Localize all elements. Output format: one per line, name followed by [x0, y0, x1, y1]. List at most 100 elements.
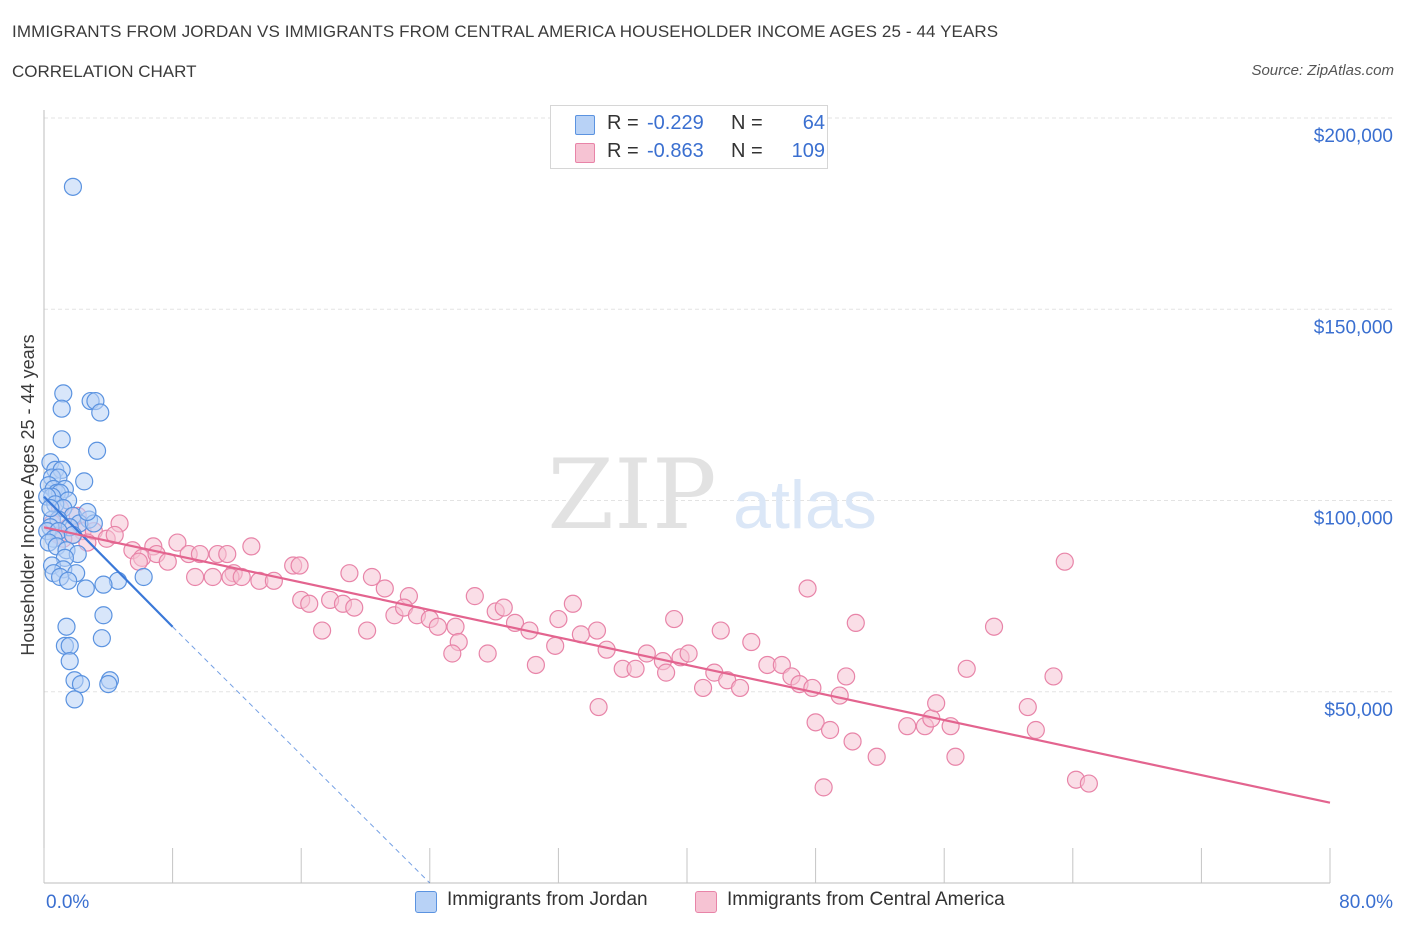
central-america-point [526, 655, 545, 675]
central-america-point [443, 644, 462, 663]
chart-subtitle: CORRELATION CHART [12, 62, 197, 81]
central-america-point [358, 621, 377, 640]
central-america-point [428, 617, 447, 636]
central-america-point [665, 609, 684, 629]
central-america-point [820, 720, 840, 740]
legend-r-label: R = [607, 112, 639, 134]
jordan-point [52, 430, 71, 449]
x-tick-label-max: 80.0% [1339, 892, 1393, 913]
legend-swatch-jordan [415, 891, 437, 913]
central-america-point [806, 713, 825, 732]
jordan-point [71, 674, 91, 694]
central-america-point [362, 567, 382, 587]
watermark-atlas: atlas [733, 467, 877, 543]
x-tick-label-min: 0.0% [46, 892, 89, 913]
central-america-point [563, 594, 582, 613]
jordan-point [54, 384, 73, 403]
central-america-point [1055, 552, 1074, 571]
central-america-point [657, 663, 676, 682]
central-america-point [837, 667, 856, 686]
legend-n-label: N = [731, 112, 763, 134]
central-america-point [730, 678, 750, 698]
central-america-point [1079, 774, 1098, 793]
central-america-point [549, 609, 568, 629]
central-america-point [637, 644, 656, 663]
central-america-point [742, 632, 761, 652]
central-america-point [679, 644, 698, 663]
central-america-point [129, 552, 148, 571]
central-america-point [290, 556, 309, 575]
jordan-point [75, 472, 94, 491]
central-america-point [814, 778, 833, 797]
correlation-legend: R = -0.229 N = 64 R = -0.863 N = 109 [550, 105, 828, 169]
legend-r-value: -0.863 [647, 140, 704, 162]
central-america-point [867, 747, 886, 766]
legend-label-jordan: Immigrants from Jordan [447, 889, 648, 910]
jordan-point [99, 674, 118, 694]
jordan-point [57, 617, 76, 636]
chart-source: Source: ZipAtlas.com [1251, 62, 1394, 79]
central-america-point [218, 544, 237, 564]
central-america-point [203, 567, 222, 587]
legend-r-value: -0.229 [647, 112, 704, 134]
central-america-point [927, 694, 946, 713]
central-america-point [626, 659, 645, 678]
central-america-point [589, 697, 608, 717]
jordan-point [60, 652, 79, 671]
central-america-point [494, 598, 513, 617]
jordan-point [92, 629, 111, 648]
central-america-point [898, 717, 917, 736]
series-legend: Immigrants from Jordan Immigrants from C… [0, 889, 1406, 915]
jordan-point [59, 571, 78, 590]
central-america-trend-line [43, 526, 1331, 804]
central-america-point [478, 644, 497, 663]
central-america-point [340, 564, 359, 583]
legend-swatch-jordan [575, 115, 595, 135]
y-tick-label: $150,000 [1314, 317, 1393, 338]
jordan-point [63, 177, 83, 196]
central-america-point [168, 533, 187, 552]
watermark-zip: ZIP [547, 439, 716, 551]
jordan-point [78, 502, 97, 522]
central-america-point [312, 621, 332, 640]
central-america-point [846, 613, 865, 633]
jordan-point [87, 441, 107, 460]
jordan-point [91, 403, 110, 422]
legend-r-label: R = [607, 140, 639, 162]
central-america-point [798, 579, 817, 598]
central-america-point [186, 567, 205, 587]
central-america-point [1018, 697, 1037, 717]
y-tick-label: $200,000 [1314, 126, 1393, 147]
y-axis-title: Householder Income Ages 25 - 44 years [18, 334, 38, 655]
jordan-point [76, 579, 95, 598]
jordan-trend-line [43, 495, 174, 628]
central-america-point [242, 537, 261, 556]
central-america-point [446, 617, 465, 636]
jordan-point [134, 567, 153, 587]
grid-lines [44, 117, 1395, 693]
y-tick-label: $50,000 [1324, 700, 1393, 721]
y-tick-label: $100,000 [1314, 509, 1393, 530]
central-america-point [345, 598, 364, 617]
legend-label-central-america: Immigrants from Central America [727, 889, 1005, 910]
axes [43, 110, 1331, 884]
chart-title: IMMIGRANTS FROM JORDAN VS IMMIGRANTS FRO… [12, 22, 999, 41]
central-america-point [693, 678, 713, 698]
central-america-point [984, 617, 1004, 636]
central-america-point [587, 621, 607, 640]
central-america-point [946, 747, 965, 766]
legend-n-value: 109 [791, 140, 825, 162]
jordan-trend-extension [172, 626, 431, 884]
jordan-point [94, 606, 113, 625]
legend-n-value: 64 [802, 112, 825, 134]
jordan-point [65, 690, 84, 709]
central-america-point [711, 621, 730, 640]
central-america-point [1044, 667, 1063, 686]
data-points [38, 177, 1098, 797]
central-america-point [546, 636, 565, 655]
trend-lines [43, 495, 1331, 884]
central-america-point [300, 594, 319, 613]
jordan-point [52, 399, 71, 418]
jordan-point [94, 575, 113, 594]
